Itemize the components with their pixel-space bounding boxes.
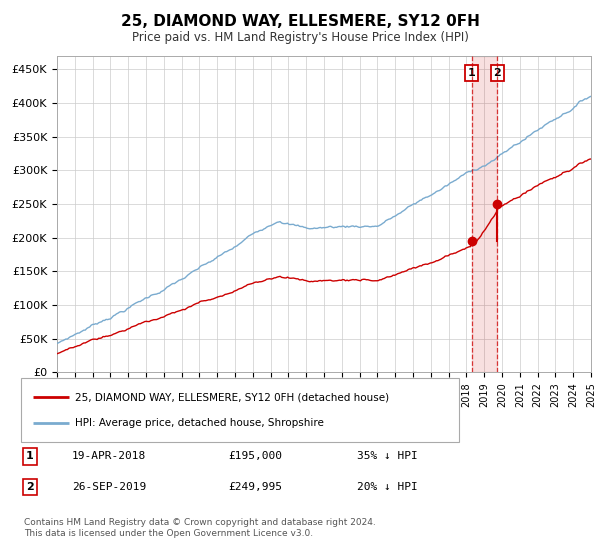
Text: Price paid vs. HM Land Registry's House Price Index (HPI): Price paid vs. HM Land Registry's House …	[131, 31, 469, 44]
Text: 25, DIAMOND WAY, ELLESMERE, SY12 0FH: 25, DIAMOND WAY, ELLESMERE, SY12 0FH	[121, 14, 479, 29]
Text: 1: 1	[26, 451, 34, 461]
Text: 25, DIAMOND WAY, ELLESMERE, SY12 0FH (detached house): 25, DIAMOND WAY, ELLESMERE, SY12 0FH (de…	[75, 392, 389, 402]
Text: 20% ↓ HPI: 20% ↓ HPI	[357, 482, 418, 492]
Text: Contains HM Land Registry data © Crown copyright and database right 2024.
This d: Contains HM Land Registry data © Crown c…	[24, 518, 376, 538]
Text: 2: 2	[493, 68, 501, 78]
Text: 26-SEP-2019: 26-SEP-2019	[72, 482, 146, 492]
Text: HPI: Average price, detached house, Shropshire: HPI: Average price, detached house, Shro…	[75, 418, 324, 428]
Text: £195,000: £195,000	[228, 451, 282, 461]
Text: £249,995: £249,995	[228, 482, 282, 492]
Text: 2: 2	[26, 482, 34, 492]
Text: 35% ↓ HPI: 35% ↓ HPI	[357, 451, 418, 461]
Text: 19-APR-2018: 19-APR-2018	[72, 451, 146, 461]
Text: 1: 1	[467, 68, 475, 78]
Bar	[472, 56, 497, 372]
